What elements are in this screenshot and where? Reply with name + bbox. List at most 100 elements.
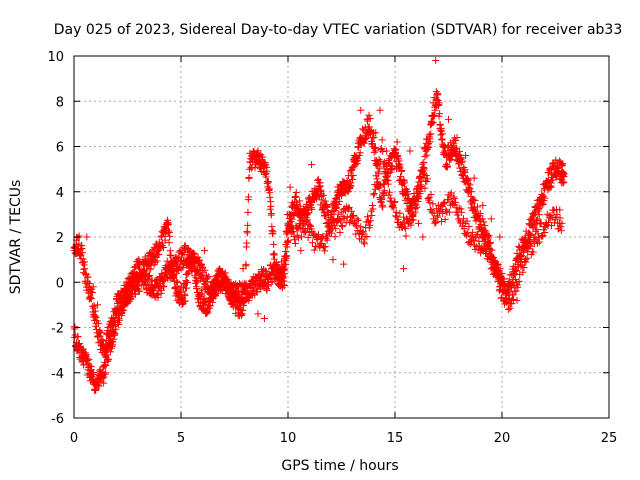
data-point-secondary (408, 201, 416, 209)
data-point (74, 234, 82, 242)
data-point-secondary (491, 256, 499, 264)
data-point (423, 151, 431, 159)
data-point-secondary (384, 170, 392, 178)
data-point (177, 288, 185, 296)
data-point-secondary (112, 325, 120, 333)
data-point-secondary (411, 195, 419, 203)
data-point-secondary (378, 136, 386, 144)
data-point-secondary (426, 199, 434, 207)
data-point (559, 160, 567, 168)
data-point (467, 188, 475, 196)
data-point-secondary (544, 218, 552, 226)
data-point-secondary (417, 183, 425, 191)
data-point-outlier (419, 233, 427, 241)
data-point-secondary (445, 208, 453, 216)
data-point (167, 252, 175, 260)
data-point (381, 187, 389, 195)
data-point (372, 147, 380, 155)
data-point-outlier (164, 228, 172, 236)
data-point-secondary (363, 232, 371, 240)
data-point-secondary (340, 214, 348, 222)
data-point (533, 216, 541, 224)
data-point (485, 232, 493, 240)
data-point (288, 215, 296, 223)
data-point (456, 164, 464, 172)
data-point (166, 247, 174, 255)
data-point-secondary (421, 184, 429, 192)
data-point (94, 320, 102, 328)
data-point (380, 192, 388, 200)
data-point-secondary (144, 273, 152, 281)
data-point-outlier (436, 124, 444, 132)
data-point (88, 289, 96, 297)
data-point-secondary (238, 310, 246, 318)
data-point-secondary (108, 344, 116, 352)
data-point-secondary (100, 379, 108, 387)
data-point-secondary (504, 285, 512, 293)
data-point-outlier (372, 129, 380, 137)
data-point (334, 200, 342, 208)
data-point-secondary (408, 205, 416, 213)
data-point (87, 295, 95, 303)
data-point (344, 188, 352, 196)
data-point-secondary (312, 242, 320, 250)
y-tick-label: 0 (56, 276, 64, 291)
data-point (75, 232, 83, 240)
tick-layer: 0 5 10 15 20 25 -6 -4 -2 0 2 4 6 8 10 (47, 50, 617, 446)
data-point-outlier (504, 305, 512, 313)
data-point-secondary (266, 193, 274, 201)
data-point-secondary (109, 338, 117, 346)
data-point-secondary (106, 348, 114, 356)
data-point-secondary (427, 190, 435, 198)
data-point (413, 203, 421, 211)
data-point (474, 203, 482, 211)
data-point (486, 239, 494, 247)
data-point-secondary (135, 287, 143, 295)
data-point-secondary (390, 204, 398, 212)
data-point-secondary (211, 290, 219, 298)
data-point-secondary (120, 306, 128, 314)
data-point (349, 171, 357, 179)
data-point-secondary (400, 213, 408, 221)
data-point (456, 147, 464, 155)
data-point-secondary (527, 242, 535, 250)
data-point-secondary (369, 205, 377, 213)
data-point (164, 220, 172, 228)
data-point-secondary (366, 221, 374, 229)
data-point (398, 167, 406, 175)
data-point-secondary (287, 211, 295, 219)
data-point-secondary (316, 244, 324, 252)
data-point-secondary (245, 174, 253, 182)
data-point-secondary (270, 240, 278, 248)
data-point-secondary (279, 273, 287, 281)
x-tick-label: 5 (177, 431, 185, 446)
data-point (535, 211, 543, 219)
data-point-secondary (420, 166, 428, 174)
data-point (196, 256, 204, 264)
data-point-secondary (389, 202, 397, 210)
data-point (463, 174, 471, 182)
data-point-secondary (79, 361, 87, 369)
data-point-secondary (541, 228, 549, 236)
data-point (476, 210, 484, 218)
data-point-outlier (89, 283, 97, 291)
data-point (79, 255, 87, 263)
y-tick-label: 4 (56, 186, 64, 201)
x-tick-label: 0 (70, 431, 78, 446)
data-point-secondary (284, 219, 292, 227)
data-point-secondary (339, 213, 347, 221)
data-point (559, 179, 567, 187)
data-point-outlier (496, 233, 504, 241)
data-point-secondary (360, 240, 368, 248)
data-point (438, 130, 446, 138)
data-point-secondary (383, 177, 391, 185)
data-point-secondary (416, 190, 424, 198)
data-point-outlier (547, 183, 555, 191)
data-point-outlier (141, 258, 149, 266)
data-point-secondary (308, 239, 316, 247)
data-point-secondary (511, 275, 519, 283)
data-point-secondary (429, 200, 437, 208)
data-point-outlier (94, 301, 102, 309)
data-point-secondary (359, 229, 367, 237)
